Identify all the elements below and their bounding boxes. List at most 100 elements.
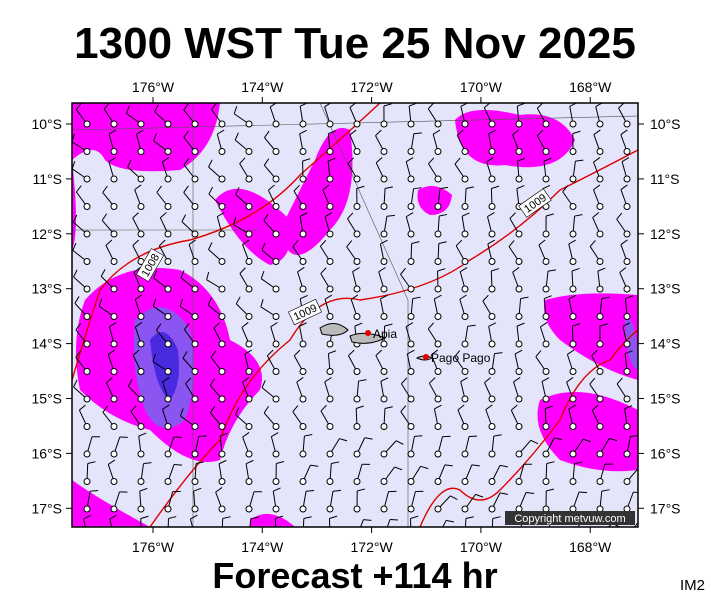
barb-station — [272, 450, 280, 458]
barb-flag — [591, 349, 598, 356]
barb-flag — [83, 514, 92, 520]
barb-flag — [300, 294, 308, 300]
barb-station — [272, 120, 280, 128]
barb-flag — [625, 295, 634, 300]
barb-flag — [438, 241, 447, 245]
barb-station — [407, 285, 415, 293]
place-label: Pago Pago — [431, 351, 491, 365]
lon-label: 168°W — [569, 79, 612, 95]
barb-station — [164, 258, 172, 265]
barb-station — [407, 423, 415, 430]
barb-station — [218, 148, 226, 155]
barb-station — [164, 505, 172, 513]
forecast-label: Forecast +114 hr — [212, 555, 497, 596]
barb-flag — [357, 488, 366, 492]
lat-label: 11°S — [650, 171, 679, 187]
barb-flag — [162, 157, 170, 163]
barb-staff — [302, 518, 305, 527]
barb-flag — [405, 322, 414, 328]
barb-station — [164, 478, 172, 485]
barb-station — [461, 203, 469, 210]
wind-area — [215, 188, 291, 265]
barb-station — [326, 313, 334, 320]
barb-flag — [465, 516, 474, 520]
barb-flag — [593, 129, 601, 135]
barb-flag — [160, 212, 167, 219]
barb-station — [191, 478, 199, 485]
barb-station — [164, 120, 172, 128]
lat-label: 13°S — [650, 281, 681, 297]
barb-flag — [375, 349, 383, 356]
barb-station — [300, 534, 306, 540]
barb-flag — [406, 212, 414, 218]
barb-station — [542, 423, 550, 430]
barb-station — [380, 203, 388, 210]
wind-barbs — [72, 103, 646, 540]
barb-station — [542, 285, 550, 293]
barb-flag — [543, 157, 552, 162]
barb-flag — [620, 239, 628, 245]
wind-area — [417, 186, 452, 215]
barb-flag — [185, 377, 192, 384]
lon-label: 172°W — [351, 79, 394, 95]
barb-station — [191, 148, 199, 155]
barb-station — [380, 423, 388, 430]
barb-flag — [574, 461, 583, 465]
wind-core — [150, 332, 179, 400]
barb-flag — [383, 103, 392, 107]
barb-flag — [620, 129, 628, 135]
barb-station — [245, 340, 253, 348]
barb-station — [299, 368, 307, 375]
barb-station — [272, 285, 280, 293]
barb-flag — [639, 468, 646, 471]
barb-flag — [299, 322, 307, 327]
barb-flag — [173, 464, 183, 466]
barb-station — [407, 478, 415, 485]
barb-flag — [487, 212, 495, 218]
barb-station — [272, 175, 280, 183]
barb-station — [272, 423, 280, 430]
barb-flag — [488, 322, 497, 327]
barb-flag — [545, 213, 554, 217]
barb-station — [272, 478, 280, 485]
barb-station — [191, 505, 199, 513]
barb-flag — [624, 350, 633, 355]
barb-station — [245, 120, 253, 128]
barb-flag — [460, 377, 468, 382]
barb-station — [542, 395, 550, 403]
barb-station — [137, 230, 145, 238]
lat-label: 12°S — [31, 226, 62, 242]
barb-flag — [394, 466, 403, 471]
barb-flag — [546, 461, 555, 465]
barb-flag — [544, 295, 552, 300]
barb-station — [191, 313, 199, 320]
lon-label: 176°W — [132, 539, 175, 555]
barb-flag — [593, 157, 601, 163]
barb-flag — [471, 464, 480, 467]
barb-station — [83, 203, 91, 210]
barb-station — [515, 285, 523, 293]
barb-station — [434, 148, 442, 155]
barb-flag — [74, 296, 80, 304]
barb-flag — [303, 516, 312, 520]
barb-flag — [101, 213, 108, 221]
barb-flag — [583, 438, 591, 443]
barb-flag — [431, 349, 439, 356]
barb-flag — [434, 294, 442, 300]
barb-flag — [412, 296, 421, 300]
barb-flag — [195, 461, 204, 465]
barb-flag — [156, 323, 162, 331]
barb-station — [380, 175, 388, 183]
barb-station — [326, 478, 334, 485]
barb-flag — [134, 294, 143, 300]
wind-core — [625, 315, 638, 370]
barb-station — [272, 340, 280, 348]
barb-station — [272, 505, 280, 513]
barb-station — [380, 395, 388, 403]
barb-flag — [459, 294, 467, 300]
barb-station — [623, 395, 631, 403]
barb-flag — [389, 519, 398, 521]
barb-station — [245, 203, 253, 210]
barb-flag — [509, 212, 516, 219]
barb-flag — [324, 377, 332, 383]
